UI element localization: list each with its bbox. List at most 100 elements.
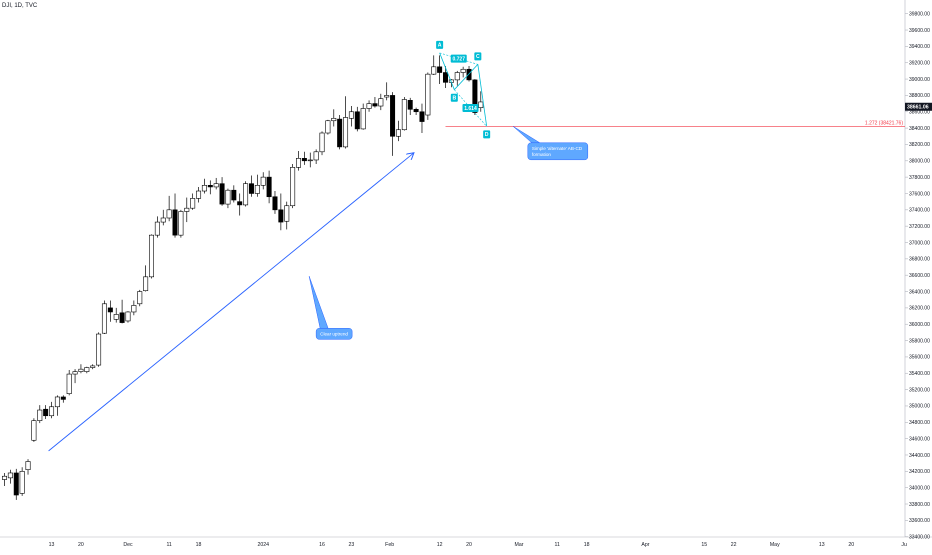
candle — [325, 119, 331, 135]
candle — [390, 92, 396, 156]
candle — [190, 193, 196, 210]
candle — [184, 197, 190, 223]
candle — [401, 97, 407, 131]
candle-body — [413, 109, 419, 113]
symbol-label: DJI, 1D, TVC — [2, 3, 38, 9]
candle-body — [425, 73, 431, 116]
candle — [384, 82, 390, 101]
candle — [442, 65, 448, 89]
price-tick-label: 34400.00 — [909, 453, 930, 459]
candle-body — [348, 111, 354, 119]
candle-body — [478, 101, 484, 108]
candle-body — [395, 129, 401, 137]
abcd-pattern: A B C D 0.727 1.614 — [436, 40, 491, 139]
candle-body — [119, 312, 125, 323]
time-tick-label: 2024 — [257, 542, 269, 548]
candle-body — [25, 461, 31, 470]
candle-body — [43, 408, 49, 417]
candle-body — [401, 99, 407, 131]
candle-body — [372, 103, 378, 107]
candle — [266, 170, 272, 204]
candle — [454, 70, 460, 86]
price-tick-label: 38800.00 — [909, 93, 930, 99]
candle-body — [266, 176, 272, 198]
candle — [25, 459, 31, 475]
candle-body — [101, 303, 107, 334]
time-tick-label: 11 — [166, 542, 171, 548]
candle — [131, 300, 137, 316]
candle-body — [107, 307, 113, 313]
time-tick-label: 20 — [848, 542, 854, 548]
candle-body — [90, 365, 96, 368]
candle — [201, 178, 207, 194]
candle — [154, 216, 160, 238]
candle — [1, 472, 8, 487]
candle — [31, 418, 37, 442]
candle-body — [172, 209, 178, 236]
candle — [43, 405, 49, 420]
time-tick-label: May — [770, 542, 780, 548]
pattern-point-label: A — [438, 43, 442, 49]
time-tick-label: 13 — [49, 542, 55, 548]
candle-body — [78, 368, 84, 372]
candle — [49, 401, 55, 419]
candle-body — [196, 190, 202, 199]
candle — [225, 188, 231, 209]
candle — [101, 300, 107, 335]
candle — [437, 55, 443, 84]
candle-body — [84, 367, 90, 372]
candle-body — [290, 167, 296, 207]
candle-body — [143, 276, 149, 292]
candle — [413, 107, 419, 116]
time-tick-label: 20 — [78, 542, 84, 548]
price-tick-label: 37800.00 — [909, 175, 930, 181]
candle — [431, 55, 437, 75]
candle — [419, 103, 425, 134]
candle-body — [295, 158, 301, 168]
price-axis: 33400.00 33600.00 33800.00 34000.00 34200.00… — [905, 11, 930, 541]
candle-body — [190, 198, 196, 209]
candle — [395, 120, 401, 142]
candle-body — [331, 117, 337, 122]
pattern-point-box — [483, 130, 491, 139]
candle — [137, 289, 143, 307]
price-tick-label: 36000.00 — [909, 322, 930, 328]
candle-body — [419, 111, 425, 122]
candle — [125, 311, 131, 323]
time-tick-label: 23 — [349, 542, 355, 548]
candle — [254, 174, 260, 197]
price-tick-label: 36600.00 — [909, 273, 930, 279]
price-tick-label: 33400.00 — [909, 535, 930, 541]
price-tick-label: 36400.00 — [909, 289, 930, 295]
ratio-box — [450, 54, 467, 63]
pattern-point-label: B — [452, 95, 456, 101]
candle-body — [343, 117, 349, 148]
candle-body — [378, 98, 384, 107]
candle-body — [384, 95, 390, 98]
candle — [290, 164, 296, 209]
price-tick-label: 33600.00 — [909, 518, 930, 524]
candle — [337, 115, 343, 150]
price-tick-label: 36800.00 — [909, 257, 930, 263]
candle — [343, 96, 349, 149]
time-axis: 13 20 Dec 11 18 2024 16 23 Feb 12 20 Mar 11 18 Apr 15 22… — [49, 542, 907, 548]
candle-body — [113, 314, 119, 320]
candle-body — [19, 471, 25, 494]
price-tick-label: 39800.00 — [909, 11, 930, 17]
candle — [425, 72, 431, 120]
time-tick-label: 12 — [437, 542, 443, 548]
time-tick-label: 13 — [819, 542, 825, 548]
price-tick-label: 35000.00 — [909, 404, 930, 410]
candle-body — [125, 311, 131, 322]
time-tick-label: Dec — [123, 542, 133, 548]
candle-body — [160, 217, 166, 223]
candle-body — [207, 185, 213, 188]
candle-body — [184, 207, 190, 212]
time-tick-label: Mar — [515, 542, 524, 548]
candle — [66, 369, 72, 396]
candle-body — [178, 211, 184, 236]
candle — [219, 177, 225, 206]
candle-body — [231, 189, 237, 201]
